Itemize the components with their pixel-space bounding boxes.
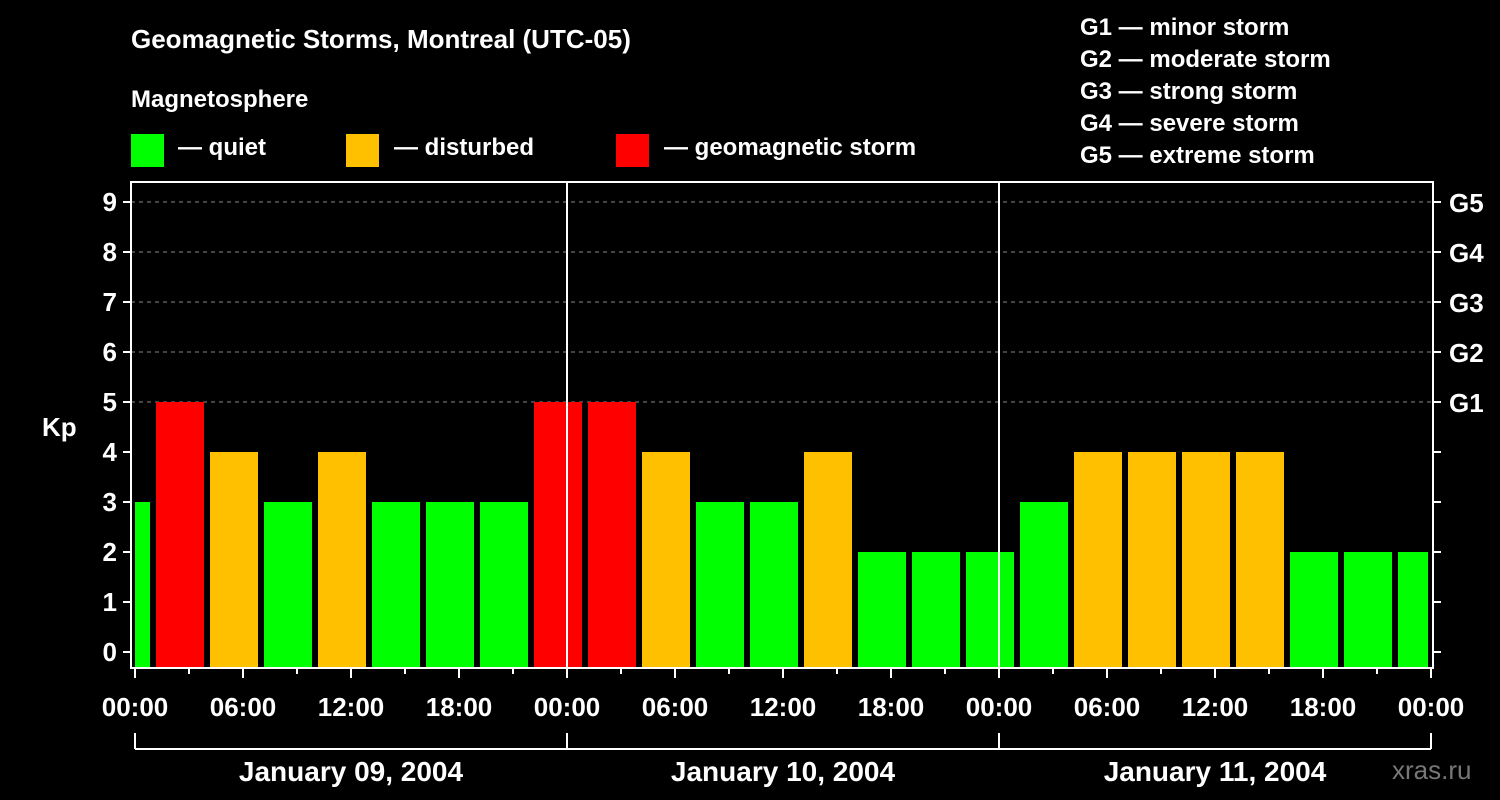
y-tick-label: 8 <box>103 237 117 267</box>
x-tick-label: 06:00 <box>210 692 277 722</box>
day-label: January 11, 2004 <box>1104 756 1327 787</box>
y-tick-label: 7 <box>103 287 117 317</box>
kp-bar <box>480 502 528 668</box>
kp-bar <box>318 452 366 668</box>
watermark: xras.ru <box>1392 755 1472 785</box>
kp-bar <box>696 502 744 668</box>
kp-bar <box>642 452 690 668</box>
x-tick-label: 12:00 <box>318 692 385 722</box>
x-tick-label: 18:00 <box>426 692 493 722</box>
kp-bar <box>1398 552 1428 668</box>
kp-bar <box>1290 552 1338 668</box>
x-tick-label: 00:00 <box>102 692 169 722</box>
y-tick-label: 9 <box>103 187 117 217</box>
x-tick-label: 00:00 <box>966 692 1033 722</box>
legend-swatch-storm <box>616 134 649 167</box>
y-tick-label: 5 <box>103 387 117 417</box>
y-tick-label: 0 <box>103 637 117 667</box>
kp-bar <box>210 452 258 668</box>
scale-g5: G5 — extreme storm <box>1080 142 1315 169</box>
y-tick-label: 4 <box>103 437 118 467</box>
scale-g1: G1 — minor storm <box>1080 14 1290 41</box>
kp-bar <box>135 502 150 668</box>
y-tick-label: 1 <box>103 587 117 617</box>
kp-bar <box>1020 502 1068 668</box>
kp-bar <box>912 552 960 668</box>
day-label: January 10, 2004 <box>671 756 896 787</box>
kp-bar <box>1074 452 1122 668</box>
g-scale-label: G2 <box>1449 338 1484 368</box>
legend-label-storm: — geomagnetic storm <box>664 134 917 161</box>
kp-bar <box>1128 452 1176 668</box>
legend-swatch-quiet <box>131 134 164 167</box>
legend-label-quiet: — quiet <box>178 134 266 161</box>
x-tick-label: 00:00 <box>1398 692 1465 722</box>
kp-bar <box>1344 552 1392 668</box>
kp-bar <box>858 552 906 668</box>
kp-bar <box>426 502 474 668</box>
g-scale-label: G4 <box>1449 238 1484 268</box>
y-tick-label: 3 <box>103 487 117 517</box>
kp-bar <box>750 502 798 668</box>
y-axis-label: Kp <box>42 412 77 442</box>
x-tick-label: 18:00 <box>858 692 925 722</box>
x-tick-label: 12:00 <box>750 692 817 722</box>
kp-bar <box>966 552 1014 668</box>
kp-bar <box>1182 452 1230 668</box>
x-tick-label: 06:00 <box>642 692 709 722</box>
kp-bar <box>804 452 852 668</box>
x-tick-label: 06:00 <box>1074 692 1141 722</box>
y-tick-label: 2 <box>103 537 117 567</box>
kp-bar <box>588 402 636 668</box>
scale-g4: G4 — severe storm <box>1080 110 1299 137</box>
kp-bar <box>372 502 420 668</box>
kp-bar <box>1236 452 1284 668</box>
g-scale-label: G5 <box>1449 188 1484 218</box>
legend-heading: Magnetosphere <box>131 86 309 113</box>
scale-g2: G2 — moderate storm <box>1080 46 1331 73</box>
scale-g3: G3 — strong storm <box>1080 78 1298 105</box>
x-tick-label: 12:00 <box>1182 692 1249 722</box>
kp-bar <box>264 502 312 668</box>
y-tick-label: 6 <box>103 337 117 367</box>
kp-bar <box>156 402 204 668</box>
legend-label-disturbed: — disturbed <box>394 134 535 161</box>
x-tick-label: 18:00 <box>1290 692 1357 722</box>
chart-title: Geomagnetic Storms, Montreal (UTC-05) <box>131 24 631 54</box>
x-tick-label: 00:00 <box>534 692 601 722</box>
g-scale-label: G1 <box>1449 388 1484 418</box>
legend-swatch-disturbed <box>346 134 379 167</box>
day-label: January 09, 2004 <box>239 756 464 787</box>
kp-bar <box>534 402 582 668</box>
g-scale-label: G3 <box>1449 288 1484 318</box>
